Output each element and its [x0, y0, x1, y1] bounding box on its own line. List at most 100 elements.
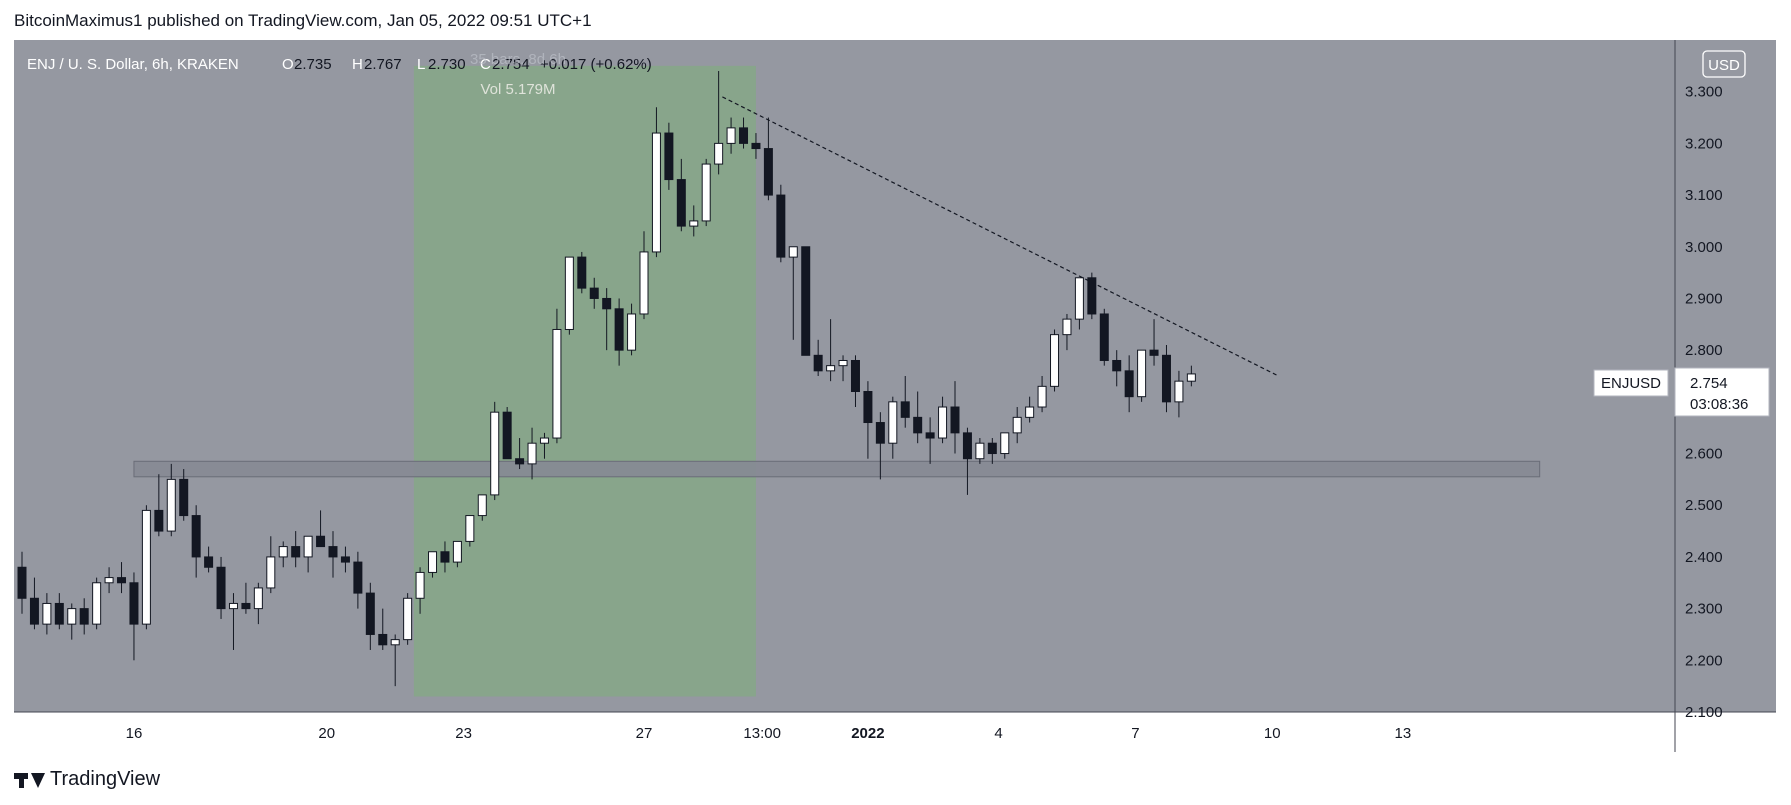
candle-up [1186, 373, 1196, 382]
x-tick-label: 13 [1394, 725, 1411, 742]
y-tick-label: 2.500 [1685, 497, 1723, 514]
x-ticks-layer: 16 20 23 27 13:00 2022 4 7 10 13 [126, 725, 1412, 742]
y-tick-label: 2.400 [1685, 549, 1723, 566]
candle-up [452, 540, 462, 563]
ohlc-close-value: 2.754 [492, 56, 530, 73]
candle-down [17, 566, 27, 599]
candle-up [1174, 380, 1184, 403]
candle-down [900, 401, 910, 418]
candle-up [465, 515, 475, 542]
candle-down [987, 442, 997, 455]
currency-badge[interactable]: USD [1702, 50, 1746, 78]
measure-bars-text: 35 bars, 8d 6h [470, 51, 566, 68]
candle-up [1137, 349, 1147, 398]
candle-up [1025, 406, 1035, 418]
time-axis-background [14, 712, 1776, 752]
x-tick-label: 23 [455, 725, 472, 742]
candle-up [253, 587, 263, 610]
y-ticks-layer: 3.300 3.200 3.100 3.000 2.900 2.800 2.600 2.500… [1685, 84, 1723, 721]
candle-down [813, 354, 823, 372]
candle-up [303, 535, 313, 558]
candle-up [104, 577, 114, 584]
candle-up [67, 608, 77, 625]
candle-down [154, 509, 164, 532]
candle-up [166, 478, 176, 532]
candle-up [1012, 416, 1022, 434]
candle-down [378, 633, 388, 646]
ohlc-open-value: 2.735 [294, 56, 332, 73]
candle-up [975, 442, 985, 460]
y-tick-label: 3.200 [1685, 135, 1723, 152]
candle-down [216, 566, 226, 610]
candle-down [353, 561, 363, 594]
symbol-price-tag-text: ENJUSD [1601, 375, 1661, 392]
candle-down [577, 256, 587, 289]
candle-down [1161, 354, 1171, 403]
candle-up [714, 142, 724, 165]
candle-down [850, 359, 860, 393]
candle-down [1112, 359, 1122, 372]
candle-down [340, 556, 350, 563]
candlestick-chart[interactable]: 3.300 3.200 3.100 3.000 2.900 2.800 2.600 2.500… [0, 0, 1791, 760]
y-tick-label: 2.900 [1685, 290, 1723, 307]
candle-up [477, 494, 487, 517]
highlight-zone [413, 65, 756, 697]
candle-up [651, 132, 661, 253]
candle-up [552, 328, 562, 439]
last-price-value: 2.754 [1690, 375, 1728, 392]
publisher-line: BitcoinMaximus1 published on TradingView… [14, 11, 592, 30]
candle-up [826, 365, 836, 372]
candle-up [1050, 334, 1060, 387]
candle-up [42, 602, 52, 625]
candle-up [141, 509, 151, 625]
candle-up [266, 556, 276, 589]
symbol-price-tag: ENJUSD [1593, 369, 1669, 397]
candle-up [539, 437, 549, 444]
x-tick-label: 4 [994, 725, 1002, 742]
candle-down [913, 416, 923, 434]
brand-name: TradingView [50, 768, 161, 790]
x-tick-label: 16 [126, 725, 143, 742]
candle-down [763, 148, 773, 196]
candle-up [403, 597, 413, 641]
candle-down [739, 127, 749, 144]
candle-down [1087, 277, 1097, 315]
support-zone [133, 460, 1541, 478]
candle-down [117, 577, 127, 584]
tradingview-brand[interactable]: TradingView [14, 768, 160, 791]
symbol-title: ENJ / U. S. Dollar, 6h, KRAKEN [27, 56, 239, 73]
x-tick-label: 13:00 [743, 725, 781, 742]
candle-up [564, 256, 574, 330]
candle-up [1000, 432, 1010, 455]
ohlc-change: +0.017 (+0.62%) [540, 56, 652, 73]
ohlc-close-label: C [480, 56, 491, 73]
candle-up [490, 411, 500, 496]
ohlc-low-label: L [417, 56, 425, 73]
candle-up [428, 551, 438, 573]
candle-down [54, 602, 64, 625]
y-tick-label: 3.100 [1685, 187, 1723, 204]
candle-down [950, 406, 960, 434]
candle-up [1062, 318, 1072, 336]
x-tick-label: 20 [318, 725, 335, 742]
y-tick-label: 2.300 [1685, 601, 1723, 618]
candle-down [875, 422, 885, 444]
candle-up [278, 546, 288, 558]
y-tick-label: 2.100 [1685, 704, 1723, 721]
x-tick-label: 2022 [851, 725, 884, 742]
candle-up [838, 359, 848, 367]
ohlc-low-value: 2.730 [428, 56, 466, 73]
candle-up [627, 313, 637, 351]
candle-down [664, 132, 674, 181]
descending-trendline [722, 96, 1279, 377]
y-tick-label: 2.800 [1685, 342, 1723, 359]
candle-down [602, 297, 612, 310]
candle-down [179, 478, 189, 517]
candle-down [751, 142, 761, 150]
candle-up [726, 127, 736, 144]
candle-down [614, 308, 624, 351]
candle-down [129, 582, 139, 625]
ohlc-high-value: 2.767 [364, 56, 402, 73]
candle-down [801, 246, 811, 356]
y-tick-label: 2.600 [1685, 446, 1723, 463]
